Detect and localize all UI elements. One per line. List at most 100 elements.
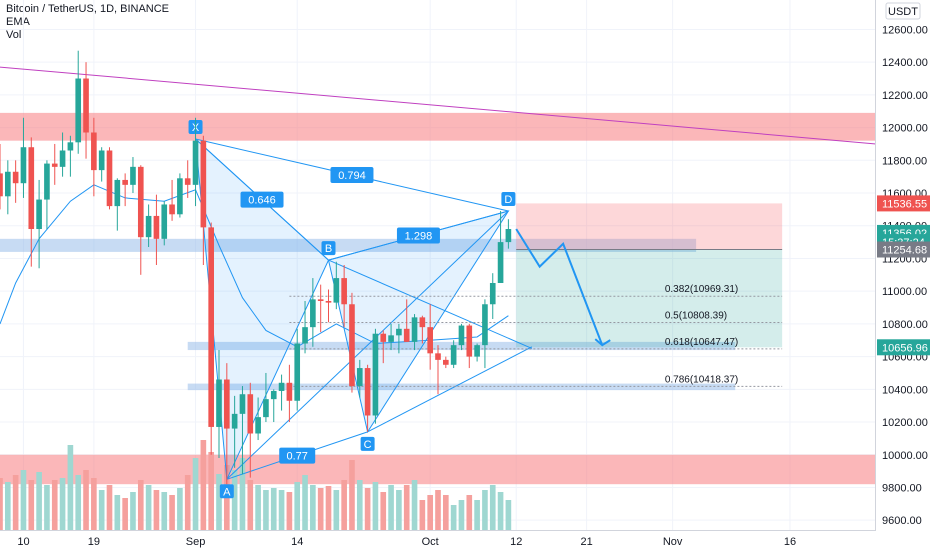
volume-bar <box>12 475 19 530</box>
ratio-label: 0.646 <box>248 195 276 207</box>
candle-body <box>153 215 160 239</box>
projection-path[interactable] <box>515 228 611 347</box>
candle-body <box>231 413 238 429</box>
ema-curve <box>0 184 509 348</box>
support-zone <box>0 238 697 252</box>
x-tick-label: 12 <box>510 536 522 548</box>
candle-body <box>67 142 74 151</box>
volume-bar <box>497 492 504 530</box>
volume-bar <box>98 490 105 530</box>
volume-bar <box>505 500 512 530</box>
volume-indicator-label[interactable]: Vol <box>6 29 22 41</box>
candle-body <box>489 282 496 305</box>
candle-body <box>310 299 316 328</box>
fib-label: 0.786(10418.37) <box>665 374 738 385</box>
candle-body <box>497 242 504 283</box>
candle-body <box>192 140 199 185</box>
price-label-box <box>877 241 930 258</box>
volume-bar <box>364 488 371 530</box>
volume-bar <box>184 475 191 530</box>
volume-bar <box>5 482 11 530</box>
fib-label: 0.5(10808.39) <box>665 311 727 322</box>
volume-bar <box>231 470 238 530</box>
volume-bar <box>51 480 58 530</box>
candle-body <box>130 166 136 185</box>
resistance-zone <box>0 112 876 141</box>
short-position-tool[interactable] <box>516 203 783 348</box>
candle-body <box>349 304 355 387</box>
candle-body <box>161 204 168 239</box>
volume-bar <box>341 480 347 530</box>
x-axis-ticks[interactable]: 10 19 Sep 14 Oct 12 21 Nov 16 <box>17 536 796 548</box>
candle-body <box>75 78 82 143</box>
candle-body <box>239 394 246 414</box>
volume-bar <box>388 485 394 530</box>
x-tick-label: 19 <box>88 536 100 548</box>
currency-badge[interactable]: USDT <box>885 2 921 20</box>
y-tick-label: 11000.00 <box>882 286 927 298</box>
x-tick-label: 10 <box>17 536 29 548</box>
candle-body <box>364 368 371 416</box>
candle-body <box>83 78 89 133</box>
y-tick-label: 12600.00 <box>882 24 928 36</box>
ratio-badge <box>279 447 316 464</box>
volume-bar <box>161 492 168 530</box>
volume-bar <box>403 485 410 530</box>
pattern-point-label: D <box>504 194 512 206</box>
trendline[interactable] <box>0 66 877 145</box>
pattern-point-d <box>501 192 516 207</box>
y-tick-label: 10000.00 <box>882 450 928 462</box>
candle-body <box>255 417 261 434</box>
volume-bar <box>443 495 449 530</box>
y-tick-label: 12000.00 <box>882 123 928 135</box>
y-tick-label: 9800.00 <box>882 482 922 494</box>
currency-label: USDT <box>888 6 918 18</box>
volume-bar <box>153 490 160 530</box>
volume-bar <box>333 490 340 530</box>
symbol-title[interactable]: Bitcoin / TetherUS, 1D, BINANCE <box>6 3 170 15</box>
candle-body <box>396 328 402 336</box>
volume-bar <box>278 490 285 530</box>
candle-body <box>317 299 324 301</box>
pattern-point-b <box>321 241 336 256</box>
candle-body <box>403 328 410 342</box>
volume-bar <box>239 458 246 530</box>
volume-bar <box>122 498 128 530</box>
volume-bar <box>114 495 121 530</box>
price-label-box <box>877 339 930 356</box>
volume-bar <box>310 485 316 530</box>
volume-bar <box>59 478 66 530</box>
volume-bars <box>0 440 512 530</box>
x-tick-label: Sep <box>186 536 206 548</box>
pattern-point-label: A <box>223 486 231 498</box>
fib-label: 0.618(10647.47) <box>665 337 738 348</box>
volume-bar <box>411 480 418 530</box>
candle-body <box>169 204 175 215</box>
candle-body <box>356 368 363 387</box>
stop-loss-zone <box>516 203 783 250</box>
volume-bar <box>270 488 277 530</box>
candle-body <box>302 327 308 344</box>
x-tick-label: 14 <box>291 536 303 548</box>
fib-label: 0.382(10969.31) <box>665 284 738 295</box>
xab-triangle <box>194 137 330 482</box>
volume-bar <box>482 490 488 530</box>
y-axis-ticks[interactable]: 9600.00 9800.00 10000.00 10200.00 10400.00 10… <box>882 24 928 527</box>
descending-trendline <box>0 66 877 145</box>
candle-body <box>372 333 379 416</box>
volume-bar <box>145 485 152 530</box>
candle-body <box>286 382 293 401</box>
candle-body <box>380 333 387 342</box>
wedge-lower-line <box>367 346 533 433</box>
candle-body <box>208 227 214 427</box>
candle-body <box>28 147 35 230</box>
y-tick-label: 10200.00 <box>882 417 928 429</box>
ratio-badge <box>240 191 284 208</box>
candle-body <box>216 379 222 427</box>
candle-body <box>5 171 11 197</box>
fib-levels[interactable]: 0.382(10969.31) 0.5(10808.39) 0.618(10647.… <box>289 284 783 387</box>
x-tick-label: 21 <box>580 536 592 548</box>
